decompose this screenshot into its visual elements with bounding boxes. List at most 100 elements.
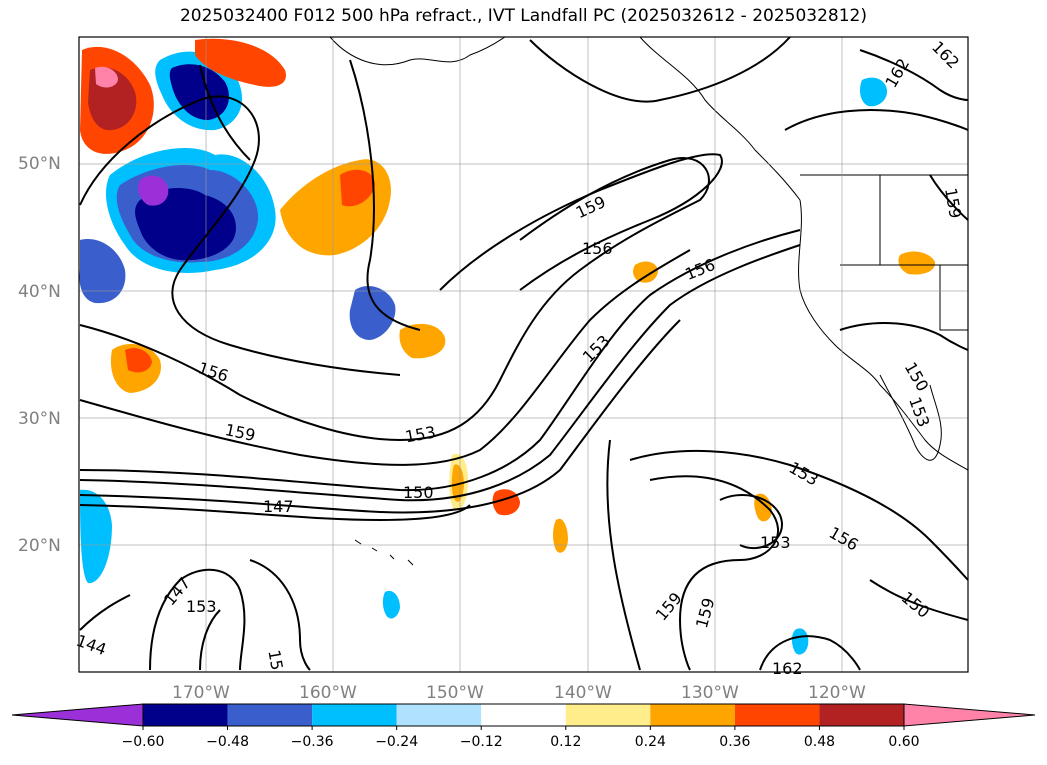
contour-line — [629, 449, 969, 581]
contour-line — [79, 504, 471, 522]
state-border — [840, 264, 968, 331]
contour-line — [79, 229, 801, 492]
contour-line — [249, 559, 311, 671]
colorbar-tick-label: 0.60 — [888, 734, 919, 750]
lat-label-50n: 50°N — [18, 154, 61, 174]
colorbar-tick-label: −0.36 — [291, 734, 334, 750]
positive-anomaly-region — [898, 251, 936, 275]
colorbar-tick-label: 0.12 — [550, 734, 581, 750]
contour-line — [929, 174, 969, 221]
latitude-labels: 50°N 40°N 30°N 20°N — [18, 154, 61, 556]
positive-anomaly-region — [195, 38, 286, 87]
coastline-layer — [329, 36, 969, 566]
contour-line — [859, 49, 969, 101]
contour-label-layer: 159 156 156 153 156 159 153 150 147 153 … — [74, 37, 965, 678]
contour-label: 147 — [263, 497, 294, 516]
negative-anomaly-region — [349, 285, 396, 340]
lon-label-140w: 140°W — [554, 683, 612, 703]
contour-label: 162 — [928, 37, 963, 72]
negative-anomaly-region — [80, 489, 112, 584]
contour-label: 150 — [901, 359, 933, 395]
contour-line — [439, 153, 723, 291]
colorbar-segment — [312, 704, 397, 726]
positive-anomaly-region — [125, 348, 152, 373]
negative-anomaly-region — [860, 77, 888, 107]
negative-anomaly-region — [79, 239, 126, 304]
colorbar-segment — [819, 704, 904, 726]
colorbar-segment — [227, 704, 313, 726]
positive-anomaly-region — [451, 464, 464, 502]
colorbar: −0.60 −0.48 −0.36 −0.24 −0.12 0.12 0.24 0.36 0.4… — [11, 703, 1036, 750]
colorbar-tick-label: −0.12 — [460, 734, 503, 750]
contour-label: 159 — [573, 192, 609, 222]
contour-line — [719, 494, 783, 550]
contour-label: 153 — [760, 533, 791, 552]
colorbar-frame — [142, 703, 905, 727]
colorbar-tick-label: −0.60 — [122, 734, 165, 750]
positive-anomaly-region — [95, 66, 118, 88]
positive-anomaly-region — [399, 323, 446, 359]
lat-label-20n: 20°N — [18, 536, 61, 556]
colorbar-tick-label: −0.48 — [206, 734, 249, 750]
contour-line — [79, 249, 691, 466]
positive-anomaly-region — [340, 169, 375, 207]
contour-line — [869, 579, 969, 621]
colorbar-tick-label: −0.24 — [375, 734, 418, 750]
gridlines — [79, 37, 968, 672]
hawaii-islands — [354, 539, 414, 566]
contour-label: 150 — [403, 483, 434, 502]
map-title: 2025032400 F012 500 hPa refract., IVT La… — [179, 6, 867, 26]
contour-label: 159 — [692, 596, 718, 630]
lat-label-30n: 30°N — [18, 409, 61, 429]
contour-label: 159 — [941, 186, 965, 219]
plot-frame — [78, 36, 969, 673]
contour-layer — [79, 36, 969, 671]
colorbar-segment — [734, 704, 820, 726]
colorbar-tick-label: 0.48 — [804, 734, 835, 750]
contour-label: 156 — [826, 523, 862, 555]
contour-line — [839, 322, 969, 351]
contour-line — [606, 439, 641, 671]
contour-line — [529, 36, 791, 103]
alaska-panhandle-coast — [639, 36, 801, 201]
contour-label: 153 — [186, 597, 217, 616]
lon-label-160w: 160°W — [299, 683, 357, 703]
baja-california-coast — [879, 374, 942, 461]
contour-label: 15 — [264, 648, 286, 671]
lon-label-170w: 170°W — [172, 683, 230, 703]
contour-line — [784, 109, 969, 131]
lon-label-130w: 130°W — [681, 683, 739, 703]
contour-line — [79, 95, 401, 376]
contour-line — [79, 157, 710, 442]
contour-line — [149, 568, 246, 671]
shading-layer — [79, 38, 936, 655]
colorbar-min-extend — [11, 703, 144, 727]
contour-label: 162 — [772, 659, 803, 678]
alaska-coast — [329, 36, 506, 66]
contour-label: 156 — [196, 358, 231, 386]
contour-label: 153 — [905, 394, 933, 429]
positive-anomaly-region — [633, 261, 658, 283]
contour-label: 150 — [898, 588, 934, 622]
colorbar-segment — [565, 704, 651, 726]
contour-line — [79, 244, 801, 502]
contour-line — [79, 319, 681, 514]
lon-label-120w: 120°W — [808, 683, 866, 703]
negative-anomaly-region — [135, 188, 236, 261]
positive-anomaly-region — [553, 518, 568, 553]
colorbar-tick-label: 0.36 — [719, 734, 750, 750]
negative-anomaly-region — [791, 628, 809, 655]
contour-label: 159 — [223, 420, 257, 445]
contour-line — [199, 609, 221, 671]
lat-label-40n: 40°N — [18, 282, 61, 302]
negative-anomaly-region — [382, 590, 400, 619]
contour-line — [199, 64, 251, 161]
colorbar-max-extend — [903, 703, 1036, 727]
contour-label: 153 — [404, 422, 437, 446]
colorbar-tick-label: 0.24 — [635, 734, 666, 750]
lon-label-150w: 150°W — [426, 683, 484, 703]
colorbar-segment — [143, 704, 228, 726]
negative-anomaly-region — [137, 175, 169, 206]
contour-line — [759, 635, 861, 671]
